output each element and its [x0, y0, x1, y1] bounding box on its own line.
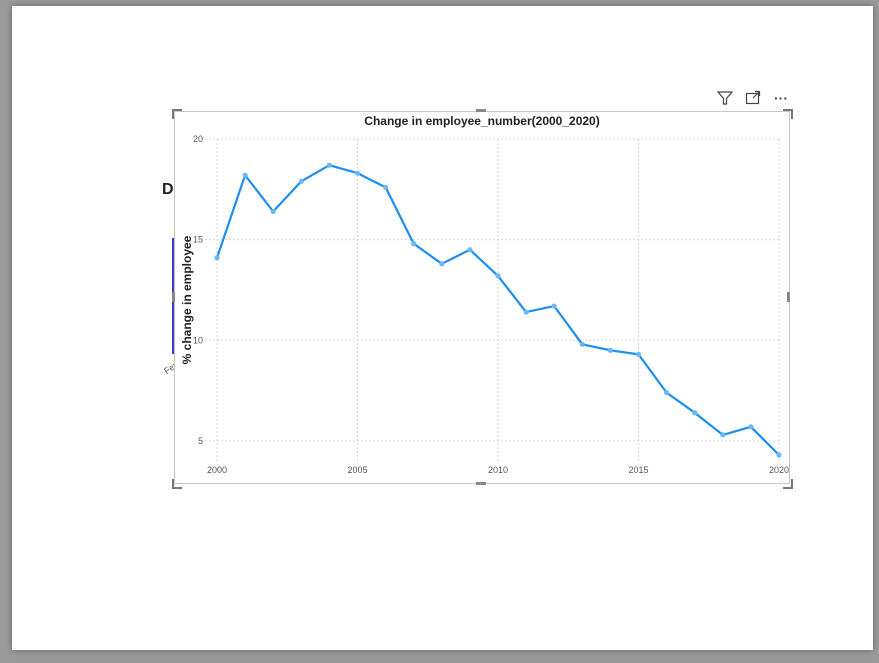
resize-handle-bottom-left[interactable] [172, 479, 182, 489]
data-point[interactable] [383, 184, 389, 190]
y-tick-label: 15 [193, 235, 203, 245]
resize-handle-top-left[interactable] [172, 109, 182, 119]
resize-handle-left[interactable] [172, 292, 175, 302]
more-options-icon[interactable]: ··· [774, 90, 788, 106]
x-tick-label: 2020 [769, 465, 789, 475]
y-tick-label: 5 [198, 436, 203, 446]
focus-mode-icon[interactable] [744, 89, 762, 107]
x-tick-label: 2015 [628, 465, 648, 475]
x-tick-label: 2010 [488, 465, 508, 475]
line-chart-visual[interactable]: Change in employee_number(2000_2020) % c… [174, 111, 790, 484]
data-point[interactable] [270, 208, 276, 215]
data-point[interactable] [298, 178, 304, 184]
x-tick-label: 2000 [207, 465, 227, 475]
data-point[interactable] [467, 247, 473, 253]
x-axis-ticks: 2000 2005 2010 2015 2020 [207, 465, 789, 475]
line-chart: Change in employee_number(2000_2020) % c… [180, 114, 789, 475]
y-tick-label: 10 [193, 335, 203, 345]
resize-handle-top[interactable] [476, 109, 486, 112]
x-tick-label: 2005 [347, 465, 367, 475]
data-point[interactable] [354, 170, 361, 176]
data-point[interactable] [411, 241, 417, 247]
chart-title: Change in employee_number(2000_2020) [364, 114, 599, 128]
data-point[interactable] [607, 347, 613, 353]
data-point[interactable] [439, 261, 445, 267]
data-point[interactable] [664, 390, 670, 396]
data-point[interactable] [551, 303, 557, 309]
y-axis-label: % change in employee [180, 235, 194, 364]
data-point[interactable] [214, 255, 220, 261]
visual-header-toolbar: ··· [716, 89, 790, 107]
data-point[interactable] [326, 162, 332, 168]
resize-handle-bottom-right[interactable] [783, 479, 793, 489]
data-point[interactable] [748, 424, 754, 430]
data-point[interactable] [776, 452, 782, 458]
data-point[interactable] [242, 172, 248, 178]
series-points [214, 162, 782, 458]
resize-handle-bottom[interactable] [476, 482, 486, 485]
data-point[interactable] [692, 410, 698, 416]
data-point[interactable] [579, 341, 585, 347]
data-point[interactable] [523, 309, 529, 315]
data-point[interactable] [495, 273, 501, 279]
y-axis-ticks: 5 10 15 20 [193, 134, 203, 446]
y-tick-label: 20 [193, 134, 203, 144]
data-point[interactable] [720, 432, 726, 438]
data-point[interactable] [635, 351, 642, 357]
resize-handle-top-right[interactable] [783, 109, 793, 119]
filter-icon[interactable] [716, 89, 734, 107]
chart-gridlines [205, 138, 780, 461]
resize-handle-right[interactable] [787, 292, 790, 302]
